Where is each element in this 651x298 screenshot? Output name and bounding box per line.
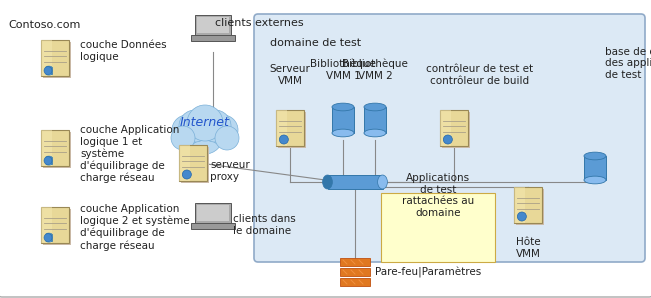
Text: clients dans
le domaine: clients dans le domaine: [233, 214, 296, 236]
FancyBboxPatch shape: [584, 156, 606, 180]
FancyBboxPatch shape: [46, 67, 52, 74]
FancyBboxPatch shape: [340, 268, 370, 276]
Ellipse shape: [584, 152, 606, 160]
Circle shape: [179, 110, 211, 142]
Ellipse shape: [46, 162, 52, 165]
FancyBboxPatch shape: [43, 132, 71, 168]
FancyBboxPatch shape: [41, 130, 52, 166]
Circle shape: [44, 66, 52, 74]
Circle shape: [187, 118, 223, 154]
FancyBboxPatch shape: [41, 40, 69, 76]
Circle shape: [199, 110, 231, 142]
FancyBboxPatch shape: [41, 207, 52, 243]
Text: Bibliothèque
VMM 1: Bibliothèque VMM 1: [310, 59, 376, 81]
FancyBboxPatch shape: [276, 110, 304, 146]
FancyBboxPatch shape: [41, 207, 69, 243]
Ellipse shape: [332, 129, 354, 137]
FancyBboxPatch shape: [516, 189, 544, 225]
FancyBboxPatch shape: [46, 157, 52, 164]
FancyBboxPatch shape: [197, 17, 229, 32]
FancyBboxPatch shape: [179, 145, 190, 181]
Ellipse shape: [46, 72, 52, 75]
Text: Pare-feu|Paramètres: Pare-feu|Paramètres: [375, 266, 481, 277]
Ellipse shape: [364, 103, 386, 111]
Circle shape: [443, 135, 452, 144]
FancyBboxPatch shape: [340, 278, 370, 286]
Text: base de données
des applications
de test: base de données des applications de test: [605, 47, 651, 80]
Ellipse shape: [332, 103, 354, 111]
FancyBboxPatch shape: [276, 110, 287, 146]
Circle shape: [44, 157, 52, 164]
FancyBboxPatch shape: [278, 112, 306, 148]
Text: Applications
de test
rattachées au
domaine: Applications de test rattachées au domai…: [402, 173, 474, 218]
Circle shape: [172, 115, 202, 145]
Text: couche Application
logique 2 et système
d'équilibrage de
charge réseau: couche Application logique 2 et système …: [80, 204, 189, 251]
Text: Internet: Internet: [180, 117, 230, 130]
Text: couche Application
logique 1 et
système
d'équilibrage de
charge réseau: couche Application logique 1 et système …: [80, 125, 180, 183]
Text: serveur
proxy: serveur proxy: [210, 160, 250, 181]
Ellipse shape: [46, 233, 52, 236]
FancyBboxPatch shape: [514, 187, 542, 223]
Ellipse shape: [323, 175, 333, 189]
FancyBboxPatch shape: [41, 40, 52, 76]
FancyBboxPatch shape: [514, 187, 525, 223]
FancyBboxPatch shape: [43, 209, 71, 245]
Ellipse shape: [364, 129, 386, 137]
Text: domaine de test: domaine de test: [270, 38, 361, 48]
Text: Bibliothèque
VMM 2: Bibliothèque VMM 2: [342, 59, 408, 81]
Ellipse shape: [584, 176, 606, 184]
FancyBboxPatch shape: [191, 35, 235, 41]
FancyBboxPatch shape: [440, 110, 451, 146]
FancyBboxPatch shape: [442, 112, 470, 148]
Ellipse shape: [46, 240, 52, 242]
FancyBboxPatch shape: [41, 130, 69, 166]
Circle shape: [279, 135, 288, 144]
Circle shape: [215, 126, 239, 150]
FancyBboxPatch shape: [327, 175, 383, 189]
Ellipse shape: [378, 175, 387, 189]
Ellipse shape: [46, 66, 52, 69]
Text: Hôte
VMM: Hôte VMM: [516, 237, 540, 259]
Text: Serveur
VMM: Serveur VMM: [270, 64, 311, 86]
FancyBboxPatch shape: [195, 15, 231, 35]
Circle shape: [518, 212, 527, 221]
FancyBboxPatch shape: [440, 110, 468, 146]
FancyBboxPatch shape: [381, 193, 495, 262]
Text: contrôleur de test et
contrôleur de build: contrôleur de test et contrôleur de buil…: [426, 64, 534, 86]
Text: clients externes: clients externes: [215, 18, 303, 28]
Circle shape: [182, 170, 191, 179]
FancyBboxPatch shape: [254, 14, 645, 262]
Ellipse shape: [46, 156, 52, 159]
FancyBboxPatch shape: [364, 107, 386, 133]
FancyBboxPatch shape: [197, 205, 229, 221]
Circle shape: [187, 105, 223, 141]
Circle shape: [208, 115, 238, 145]
Circle shape: [171, 126, 195, 150]
FancyBboxPatch shape: [181, 147, 209, 183]
Circle shape: [44, 234, 52, 242]
FancyBboxPatch shape: [43, 42, 71, 78]
Text: couche Données
logique: couche Données logique: [80, 40, 167, 62]
FancyBboxPatch shape: [332, 107, 354, 133]
Text: Contoso.com: Contoso.com: [8, 20, 80, 30]
FancyBboxPatch shape: [46, 234, 52, 241]
FancyBboxPatch shape: [340, 258, 370, 266]
FancyBboxPatch shape: [195, 203, 231, 223]
FancyBboxPatch shape: [191, 223, 235, 229]
FancyBboxPatch shape: [179, 145, 207, 181]
